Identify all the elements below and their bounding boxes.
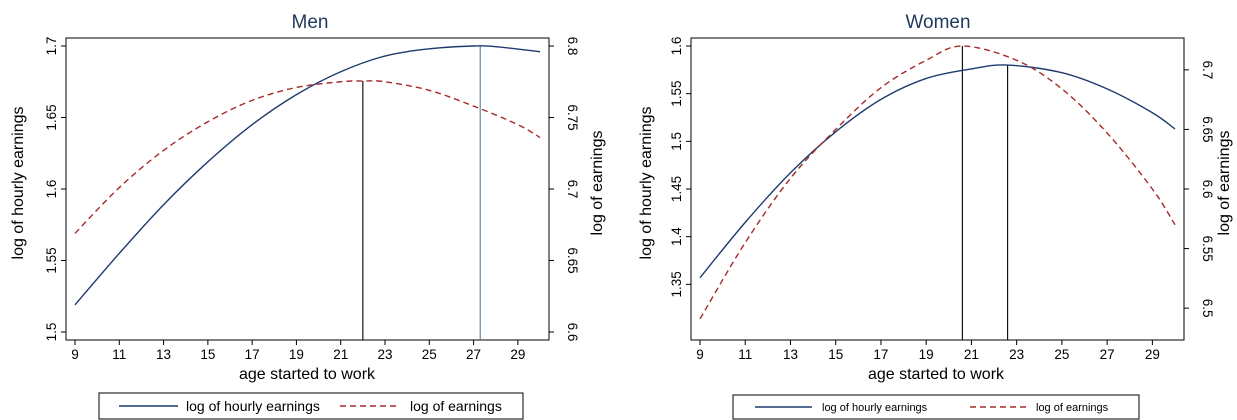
left-y-tick-label: 1.55: [44, 247, 59, 273]
x-tick-label: 17: [245, 347, 260, 362]
chart-title: Men: [292, 12, 329, 33]
right-y-ticks: 6.6 6.65 6.7 6.75 6.8: [549, 37, 580, 342]
x-tick-label: 17: [873, 347, 888, 362]
right-y-tick-label: 6.7: [1200, 60, 1215, 79]
right-y-ticks: 6.5 6.55 6.6 6.65 6.7: [1184, 60, 1215, 318]
x-tick-label: 11: [738, 347, 752, 362]
x-tick-label: 11: [112, 347, 126, 362]
chart-title: Women: [905, 12, 970, 33]
x-ticks: 9 11 13 15 17 19 21 23 25 27 29: [696, 340, 1160, 362]
right-y-tick-label: 6.8: [565, 37, 580, 56]
y-axis-label-right: log of earnings: [589, 131, 606, 236]
legend-label-hourly: log of hourly earnings: [186, 398, 320, 414]
x-tick-label: 9: [696, 347, 704, 362]
legend-label-earnings: log of earnings: [1036, 402, 1109, 414]
x-tick-label: 19: [289, 347, 304, 362]
x-tick-label: 23: [1009, 347, 1024, 362]
x-tick-label: 19: [919, 347, 934, 362]
right-y-tick-label: 6.75: [565, 104, 580, 130]
left-y-tick-label: 1.5: [669, 132, 684, 151]
plot-frame: [690, 37, 1185, 341]
right-y-tick-label: 6.6: [1200, 180, 1215, 199]
series-line-log-earnings: [699, 45, 1176, 320]
left-y-tick-label: 1.55: [669, 81, 684, 107]
x-tick-label: 25: [1054, 347, 1069, 362]
y-axis-label-left: log of hourly earnings: [10, 107, 27, 260]
right-y-tick-label: 6.7: [565, 180, 580, 199]
x-tick-label: 13: [783, 347, 798, 362]
x-tick-label: 13: [156, 347, 171, 362]
left-y-tick-label: 1.6: [44, 180, 59, 199]
series-line-log-hourly-earnings: [74, 45, 541, 306]
x-tick-label: 29: [510, 347, 525, 362]
x-ticks: 9 11 13 15 17 19 21 23 25 27 29: [71, 340, 525, 362]
left-y-tick-label: 1.35: [669, 271, 684, 297]
x-tick-label: 29: [1145, 347, 1160, 362]
chart-panel-men: Men 9 11 13 15 17 19 21 23 25 27 29 1.5 1.55 1.6 1.65…: [10, 12, 606, 420]
plot-marks: [74, 45, 541, 340]
series-line-log-earnings: [74, 80, 541, 234]
right-y-tick-label: 6.65: [565, 247, 580, 273]
x-axis-label: age started to work: [239, 366, 376, 383]
y-axis-label-right: log of earnings: [1216, 131, 1233, 236]
right-y-tick-label: 6.65: [1200, 116, 1215, 142]
x-axis-label: age started to work: [868, 366, 1005, 383]
plot-frame: [65, 37, 550, 341]
x-tick-label: 27: [466, 347, 481, 362]
x-tick-label: 21: [964, 347, 979, 362]
x-tick-label: 9: [71, 347, 79, 362]
left-y-tick-label: 1.65: [44, 104, 59, 130]
left-y-ticks: 1.5 1.55 1.6 1.65 1.7: [44, 37, 66, 342]
left-y-tick-label: 1.5: [44, 323, 59, 342]
x-tick-label: 21: [333, 347, 348, 362]
right-y-tick-label: 6.6: [565, 323, 580, 342]
x-tick-label: 15: [200, 347, 215, 362]
x-tick-label: 15: [828, 347, 843, 362]
chart-panel-women: Women 9 11 13 15 17 19 21 23 25 27 29 1.351.41.451…: [638, 12, 1233, 420]
x-tick-label: 27: [1100, 347, 1115, 362]
y-axis-label-left: log of hourly earnings: [638, 107, 655, 260]
legend-label-earnings: log of earnings: [410, 398, 502, 414]
left-y-tick-label: 1.7: [44, 37, 59, 56]
right-y-tick-label: 6.55: [1200, 235, 1215, 261]
right-y-tick-label: 6.5: [1200, 299, 1215, 318]
left-y-ticks: 1.35 1.4 1.45 1.5 1.55 1.6: [669, 37, 691, 297]
left-y-tick-label: 1.45: [669, 176, 684, 202]
left-y-tick-label: 1.6: [669, 37, 684, 56]
legend: log of hourly earnings log of earnings: [732, 394, 1140, 420]
x-tick-label: 23: [377, 347, 392, 362]
plot-marks: [699, 45, 1176, 340]
legend: log of hourly earnings log of earnings: [98, 392, 524, 420]
left-y-tick-label: 1.4: [669, 227, 684, 246]
x-tick-label: 25: [422, 347, 437, 362]
series-line-log-hourly-earnings: [699, 64, 1176, 279]
legend-label-hourly: log of hourly earnings: [822, 402, 928, 414]
